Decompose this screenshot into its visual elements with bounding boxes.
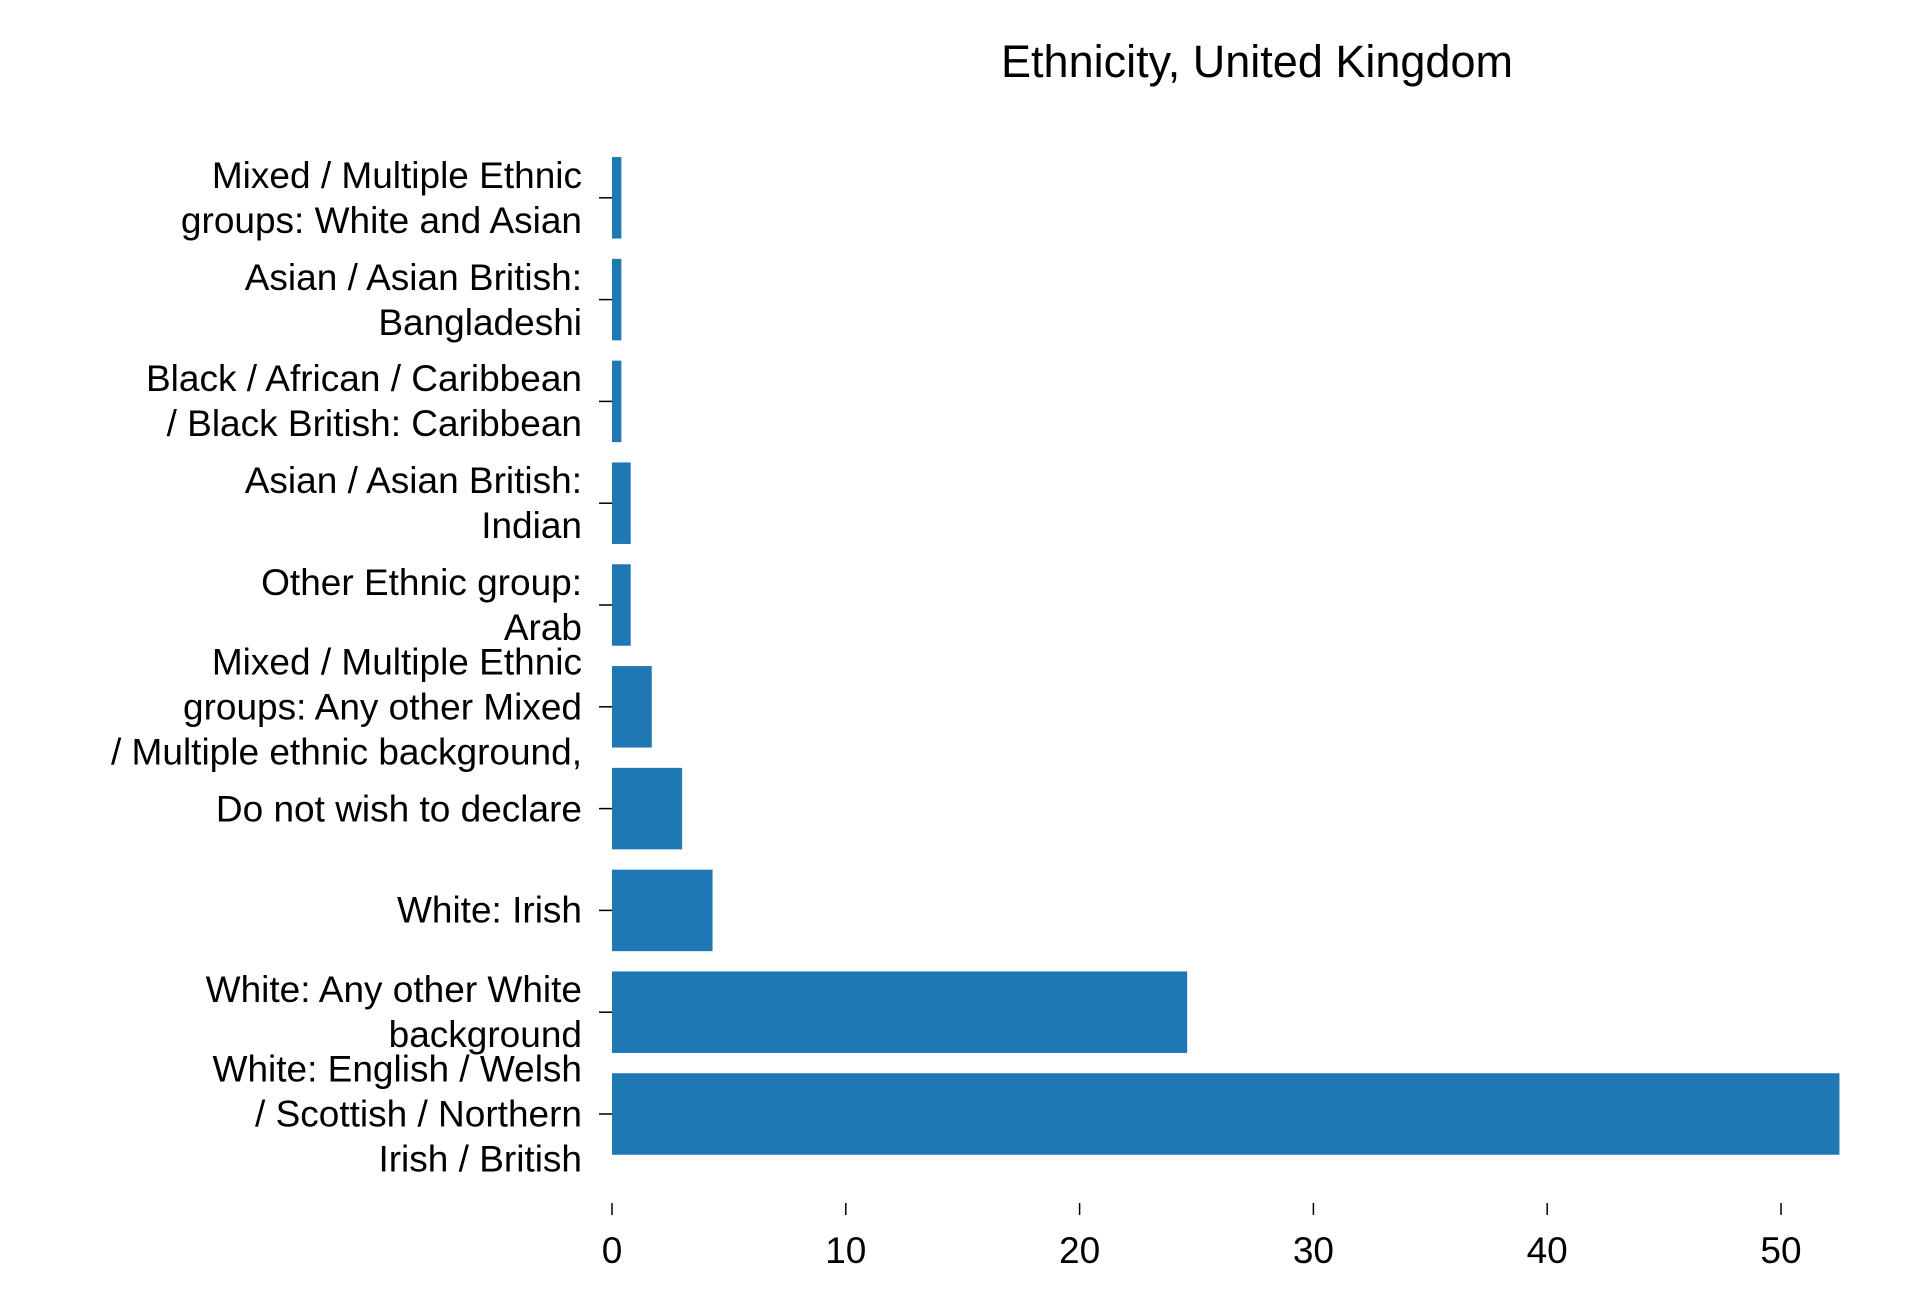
bar xyxy=(612,157,622,239)
chart-title: Ethnicity, United Kingdom xyxy=(1001,36,1513,87)
x-tick-label: 40 xyxy=(1527,1230,1568,1271)
bar xyxy=(612,564,631,646)
bar xyxy=(612,666,652,748)
y-tick-label: Other Ethnic group: Arab xyxy=(261,562,582,648)
bar xyxy=(612,258,622,341)
x-tick-label: 30 xyxy=(1293,1230,1334,1271)
y-tick-label: Mixed / Multiple Ethnic groups: Any othe… xyxy=(111,641,582,773)
y-tick-label: White: English / Welsh / Scottish / Nort… xyxy=(212,1048,582,1180)
y-tick-label: Mixed / Multiple Ethnic groups: White an… xyxy=(180,154,582,241)
x-tick-label: 20 xyxy=(1059,1230,1100,1271)
y-tick-label: Asian / Asian British: Bangladeshi xyxy=(244,256,582,343)
y-tick-label: Black / African / Caribbean / Black Brit… xyxy=(146,358,582,445)
y-tick-label: White: Irish xyxy=(396,889,582,931)
y-tick-label: Asian / Asian British: Indian xyxy=(244,460,582,547)
x-tick-label: 0 xyxy=(602,1230,623,1271)
bar xyxy=(612,462,631,544)
y-tick-label: Do not wish to declare xyxy=(215,788,582,830)
x-tick-label: 50 xyxy=(1760,1230,1801,1271)
bar xyxy=(612,360,622,443)
bar xyxy=(612,767,683,850)
bar xyxy=(612,1073,1840,1155)
x-tick-label: 10 xyxy=(825,1230,866,1271)
bar xyxy=(612,971,1188,1053)
y-tick-label: White: Any other White background xyxy=(205,969,582,1056)
bar xyxy=(612,869,713,952)
